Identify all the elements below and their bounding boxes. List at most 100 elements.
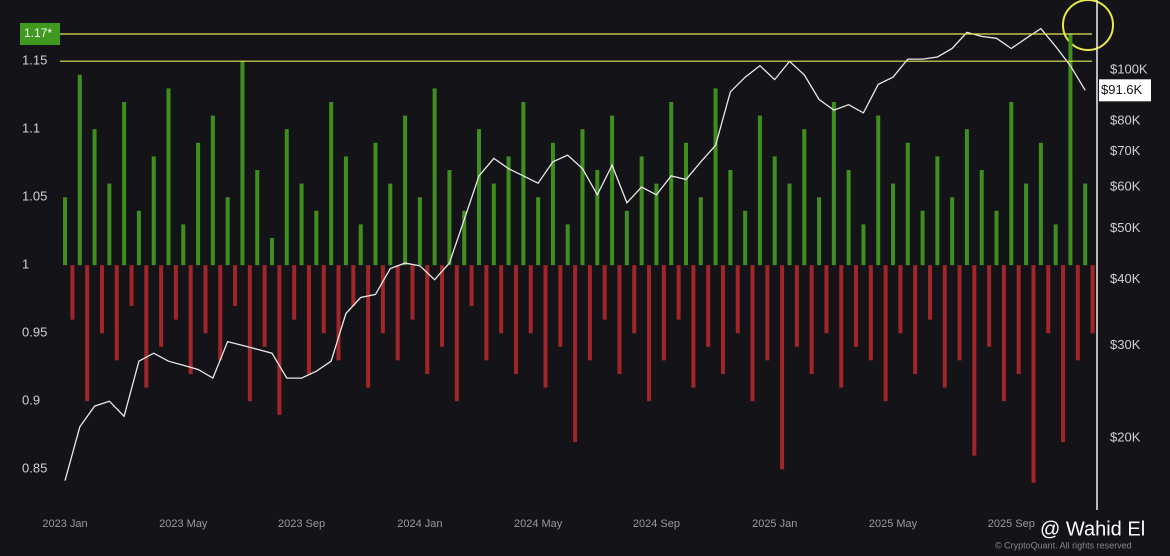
bar (743, 210, 748, 266)
bar (720, 265, 725, 374)
x-tick-label: 2024 Sep (633, 518, 680, 530)
bar (1053, 224, 1058, 266)
bar (432, 88, 437, 266)
bar (336, 265, 341, 361)
bar (159, 265, 164, 347)
bar (469, 265, 474, 306)
price-line (64, 27, 1086, 481)
bar (913, 265, 918, 374)
y2-tick-label: $60K (1110, 178, 1141, 193)
bar (114, 265, 119, 361)
bar (1038, 142, 1043, 266)
bar (780, 265, 785, 470)
bar (964, 129, 969, 266)
reference-label: 1.17* (24, 26, 52, 40)
bar (166, 88, 171, 266)
bar (1009, 102, 1014, 266)
bar (1083, 183, 1088, 266)
bar (617, 265, 622, 374)
bar (987, 265, 992, 347)
bar (802, 129, 807, 266)
bar (144, 265, 149, 388)
bar (447, 170, 452, 266)
bar (92, 129, 97, 266)
bar (846, 170, 851, 266)
bar (1024, 183, 1029, 266)
bar (210, 115, 215, 266)
bar (403, 115, 408, 266)
bar (173, 265, 178, 320)
bar (440, 265, 445, 347)
bar (380, 265, 385, 334)
bar (854, 265, 859, 347)
bar (817, 197, 822, 266)
y2-tick-label: $50K (1110, 220, 1141, 235)
bar (1061, 265, 1066, 442)
bar (262, 265, 267, 347)
bar (905, 142, 910, 266)
bar (255, 170, 260, 266)
bar (750, 265, 755, 402)
bar (107, 183, 112, 266)
bar (373, 142, 378, 266)
bar (218, 265, 223, 361)
y-tick-label: 0.85 (22, 461, 47, 476)
x-tick-label: 2024 May (514, 518, 563, 530)
bar (595, 170, 600, 266)
bar (122, 102, 127, 266)
bar (979, 170, 984, 266)
bar (691, 265, 696, 388)
bar (270, 238, 274, 266)
bar (573, 265, 578, 442)
bar (151, 156, 156, 266)
y-tick-label: 0.9 (22, 393, 40, 408)
y-tick-label: 1 (22, 257, 29, 272)
bar (1075, 265, 1080, 361)
bar (536, 197, 541, 266)
bar (706, 265, 711, 347)
bar (839, 265, 844, 388)
bar (410, 265, 415, 320)
bar (321, 265, 326, 334)
x-tick-label: 2023 May (159, 518, 208, 530)
bar (1090, 265, 1095, 334)
bar (188, 265, 193, 374)
bar (610, 115, 615, 266)
bar (935, 156, 940, 266)
bar (417, 197, 422, 266)
bar (388, 183, 393, 266)
bar (757, 115, 762, 266)
bar (876, 115, 881, 266)
bar (506, 156, 511, 266)
bar (809, 265, 814, 374)
bar (950, 197, 955, 266)
bar (63, 197, 67, 266)
x-tick-label: 2024 Jan (397, 518, 442, 530)
x-tick-label: 2023 Jan (42, 518, 87, 530)
y-tick-label: 1.15 (22, 53, 47, 68)
bar (1068, 34, 1073, 266)
last-price-label: $91.6K (1101, 82, 1143, 97)
x-tick-label: 2025 Sep (988, 518, 1035, 530)
bar (713, 88, 718, 266)
bar (491, 183, 496, 266)
bar (233, 265, 238, 306)
bar (343, 156, 348, 266)
bar (891, 183, 895, 266)
bar (477, 129, 481, 266)
bar (824, 265, 829, 334)
y-tick-label: 1.1 (22, 121, 40, 136)
last-price-box (1099, 79, 1151, 102)
bar (868, 265, 873, 361)
bar (528, 265, 533, 334)
bar (351, 265, 356, 306)
bar (632, 265, 637, 334)
bar (521, 102, 526, 266)
bar (661, 265, 666, 361)
bar (329, 102, 334, 266)
bar (772, 156, 777, 266)
bar (225, 197, 230, 266)
y-tick-label: 0.95 (22, 325, 47, 340)
bar (558, 265, 563, 347)
